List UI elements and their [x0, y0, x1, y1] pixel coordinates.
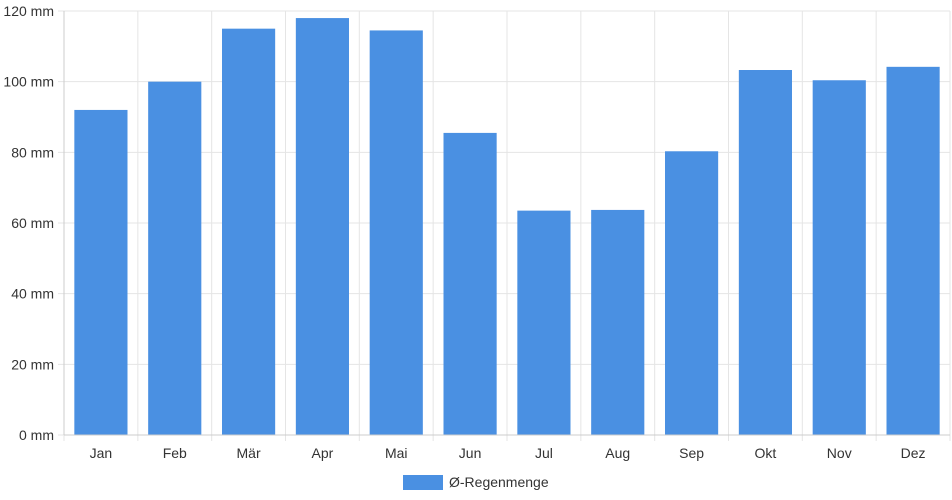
x-tick-label: Apr — [312, 445, 334, 461]
x-axis: Jan Feb Mär Apr Mai Jun Jul Aug Sep Okt Nov Dez — [64, 434, 950, 461]
x-tick-label: Okt — [755, 445, 777, 461]
bar-okt[interactable] — [738, 70, 792, 436]
legend-label[interactable]: Ø-Regenmenge — [449, 474, 549, 490]
bar-jun[interactable] — [443, 132, 497, 435]
x-tick-label: Nov — [827, 445, 852, 461]
y-tick-label: 40 mm — [11, 286, 54, 302]
x-tick-label: Dez — [901, 445, 926, 461]
bar-aug[interactable] — [591, 209, 645, 435]
y-tick-label: 60 mm — [11, 215, 54, 231]
x-tick-label: Jul — [535, 445, 553, 461]
bar-jul[interactable] — [517, 210, 571, 435]
y-tick-label: 80 mm — [11, 144, 54, 160]
y-tick-label: 120 mm — [3, 3, 54, 19]
bar-mär[interactable] — [222, 28, 276, 436]
x-tick-label: Sep — [679, 445, 704, 461]
y-axis: 0 mm 20 mm 40 mm 60 mm 80 mm 100 mm 120 mm — [3, 3, 65, 443]
legend[interactable]: Ø-Regenmenge — [403, 474, 549, 490]
bar-feb[interactable] — [148, 81, 202, 436]
bar-nov[interactable] — [812, 80, 866, 436]
bar-mai[interactable] — [369, 30, 423, 436]
bar-sep[interactable] — [665, 151, 719, 436]
bar-series — [74, 18, 940, 436]
y-tick-label: 0 mm — [19, 427, 54, 443]
x-tick-label: Mai — [385, 445, 408, 461]
x-tick-label: Mär — [237, 445, 261, 461]
y-tick-label: 100 mm — [3, 74, 54, 90]
grid-lines — [58, 10, 951, 441]
bar-apr[interactable] — [295, 18, 349, 436]
x-tick-label: Feb — [163, 445, 187, 461]
x-tick-label: Aug — [605, 445, 630, 461]
bar-jan[interactable] — [74, 109, 128, 435]
bar-dez[interactable] — [886, 66, 940, 436]
y-tick-label: 20 mm — [11, 356, 54, 372]
x-tick-label: Jun — [459, 445, 482, 461]
legend-swatch[interactable] — [403, 475, 443, 490]
x-tick-label: Jan — [90, 445, 113, 461]
